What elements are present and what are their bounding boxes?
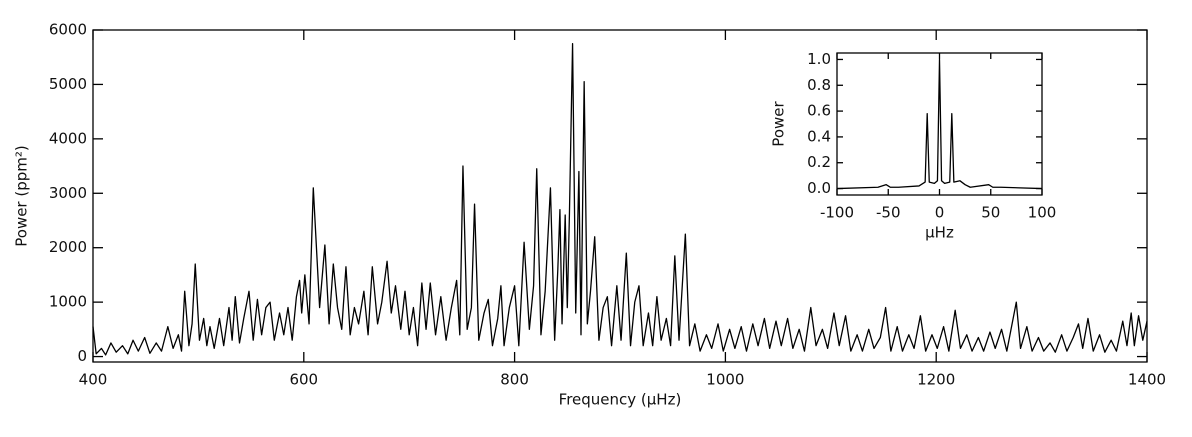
y-tick-label: 5000: [49, 75, 87, 93]
y-tick-label: 1.0: [807, 50, 831, 68]
x-axis-label: Frequency (μHz): [559, 391, 682, 409]
plot-frame: [92, 29, 1148, 363]
x-tick-label: 50: [981, 204, 1000, 222]
x-tick-label: 1200: [917, 371, 955, 389]
x-tick-label: 800: [500, 371, 529, 389]
y-tick-label: 0.2: [807, 153, 831, 171]
x-tick-label: -50: [876, 204, 901, 222]
x-tick-label: 600: [289, 371, 318, 389]
y-tick-label: 0.8: [807, 76, 831, 94]
y-tick-label: 2000: [49, 238, 87, 256]
y-axis-label: Power: [770, 100, 788, 146]
y-tick-label: 6000: [49, 21, 87, 39]
y-tick-label: 4000: [49, 129, 87, 147]
x-axis-label: μHz: [925, 224, 954, 242]
x-tick-label: 1000: [706, 371, 744, 389]
y-tick-label: 1000: [49, 293, 87, 311]
x-tick-label: 1400: [1128, 371, 1166, 389]
spectrum-line: [92, 42, 1148, 356]
x-tick-label: -100: [820, 204, 854, 222]
y-tick-label: 0.6: [807, 102, 831, 120]
y-tick-label: 0.0: [807, 179, 831, 197]
y-tick-label: 3000: [49, 184, 87, 202]
y-tick-label: 0.4: [807, 127, 831, 145]
spectrum-line: [836, 58, 1043, 190]
x-tick-label: 0: [935, 204, 945, 222]
x-tick-label: 100: [1028, 204, 1057, 222]
x-tick-label: 400: [79, 371, 108, 389]
y-axis-label: Power (ppm²): [13, 145, 31, 247]
y-tick-label: 0: [77, 347, 87, 365]
